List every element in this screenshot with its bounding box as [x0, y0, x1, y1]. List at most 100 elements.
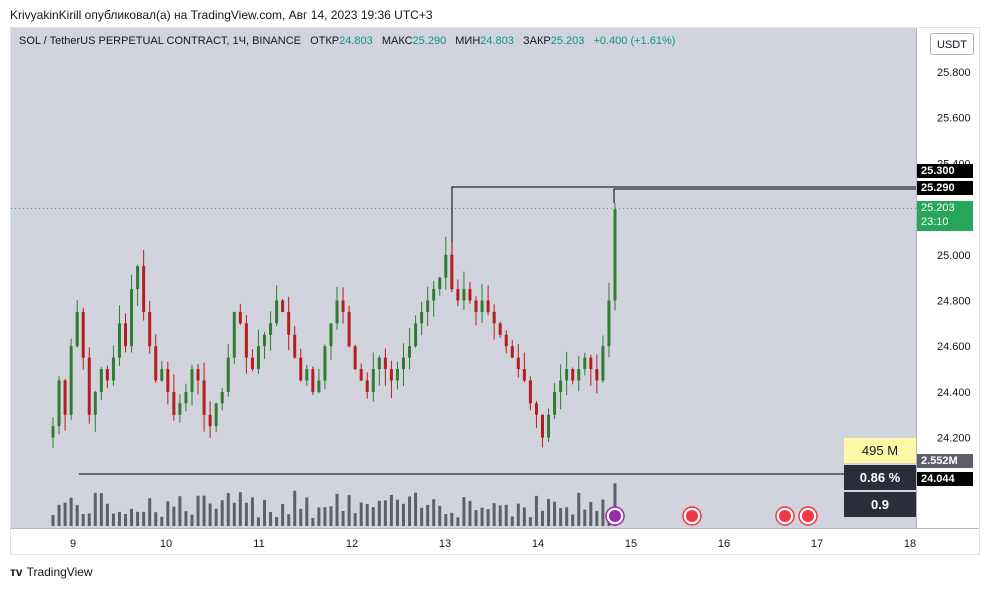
volume-bar	[232, 502, 236, 526]
candle-body	[468, 289, 472, 301]
candle-body	[559, 380, 563, 392]
candle-body	[305, 369, 309, 381]
us-flag-event-icon[interactable]	[798, 506, 818, 526]
volume-bar	[57, 504, 61, 526]
volume-bar	[456, 517, 460, 526]
brand-label: TradingView	[26, 565, 93, 579]
volume-bar	[172, 506, 176, 526]
candle-body	[93, 391, 97, 415]
price-tick-label: 24.800	[937, 296, 971, 308]
candle-body	[124, 323, 128, 347]
volume-stat-box: 495 M	[844, 438, 916, 463]
currency-button[interactable]: USDT	[930, 33, 974, 55]
candle-body	[450, 254, 454, 290]
volume-bar	[522, 507, 526, 526]
candle-body	[105, 369, 109, 381]
candle-body	[329, 323, 333, 347]
close-label: ЗАКР	[523, 35, 551, 47]
time-tick-label: 12	[346, 538, 358, 550]
candle-body	[166, 369, 170, 392]
candle-body	[383, 357, 387, 370]
candle-body	[293, 334, 297, 358]
candle-body	[408, 346, 412, 358]
volume-bar	[250, 497, 254, 526]
time-tick-label: 9	[70, 538, 76, 550]
candle-body	[208, 414, 212, 427]
low-value: 24.803	[480, 35, 514, 47]
candle-body	[486, 300, 490, 312]
volume-bar	[371, 507, 375, 526]
candle-body	[516, 357, 520, 370]
candle-body	[75, 311, 79, 347]
candle-body	[196, 369, 200, 381]
candle-body	[232, 311, 236, 358]
candle-body	[480, 300, 484, 312]
candle-body	[99, 369, 103, 392]
candle-body	[275, 300, 279, 324]
volume-bar	[142, 511, 146, 526]
candle-body	[462, 289, 466, 301]
candle-body	[547, 414, 551, 438]
flash-event-icon[interactable]	[605, 506, 625, 526]
chart-container[interactable]: SOL / TetherUS PERPETUAL CONTRACT, 1Ч, B…	[10, 27, 980, 555]
volume-bar	[166, 501, 170, 526]
time-scale[interactable]: 9 10 11 12 13 14 15 16 17 18	[11, 528, 979, 554]
high-level-line[interactable]	[451, 186, 916, 268]
symbol-label[interactable]: SOL / TetherUS PERPETUAL CONTRACT, 1Ч, B…	[19, 35, 301, 47]
volume-bar	[130, 508, 134, 526]
plot-area[interactable]	[11, 28, 916, 528]
candle-body	[220, 391, 224, 404]
volume-bar	[553, 501, 557, 526]
volume-bar	[474, 510, 478, 526]
volume-bar	[214, 508, 218, 526]
price-scale[interactable]: 25.80025.60025.40025.20025.00024.80024.6…	[916, 28, 979, 528]
candle-body	[347, 311, 351, 347]
time-tick-label: 11	[253, 538, 264, 550]
candle-body	[540, 414, 544, 438]
upper-level-line[interactable]	[613, 188, 916, 203]
candle-body	[420, 311, 424, 324]
candlestick-chart[interactable]	[11, 28, 916, 528]
price-tick-label: 25.600	[937, 113, 971, 125]
price-tick-label: 25.800	[937, 67, 971, 79]
upper-level-tag: 25.300	[917, 164, 973, 178]
volume-bar	[577, 492, 581, 526]
time-tick-label: 10	[160, 538, 172, 550]
candle-body	[178, 403, 182, 415]
volume-bar	[347, 495, 351, 526]
us-flag-event-icon[interactable]	[682, 506, 702, 526]
low-label: МИН	[455, 35, 481, 47]
high-label: МАКС	[381, 35, 413, 47]
volume-bar	[124, 514, 128, 526]
candle-body	[148, 311, 152, 347]
candle-body	[498, 323, 502, 335]
candle-body	[371, 369, 375, 392]
candle-body	[595, 369, 599, 381]
volume-bar	[571, 514, 575, 526]
candle-body	[389, 369, 393, 381]
candle-body	[377, 357, 381, 370]
volume-bar	[335, 493, 339, 526]
candle-body	[57, 380, 61, 427]
volume-bar	[414, 492, 418, 526]
publisher-line: KrivyakinKirill опубликовал(а) на Tradin…	[10, 8, 433, 22]
candle-body	[190, 369, 194, 392]
volume-bar	[432, 499, 436, 526]
candle-body	[492, 311, 496, 324]
volume-bar	[401, 503, 405, 526]
tradingview-logo[interactable]: ᴛᴠ TradingView	[10, 565, 93, 579]
candle-body	[335, 300, 339, 324]
candle-body	[142, 266, 146, 312]
candle-body	[160, 369, 164, 381]
volume-bar	[438, 505, 442, 526]
volume-bar	[353, 513, 357, 526]
volume-bar	[589, 501, 593, 526]
chart-legend: SOL / TetherUS PERPETUAL CONTRACT, 1Ч, B…	[19, 35, 675, 47]
volume-bar	[613, 483, 617, 526]
candle-body	[365, 380, 369, 392]
candle-body	[317, 380, 321, 392]
us-flag-event-icon[interactable]	[775, 506, 795, 526]
candle-body	[154, 346, 158, 381]
volume-bar	[287, 514, 291, 526]
volume-bar	[202, 495, 206, 526]
